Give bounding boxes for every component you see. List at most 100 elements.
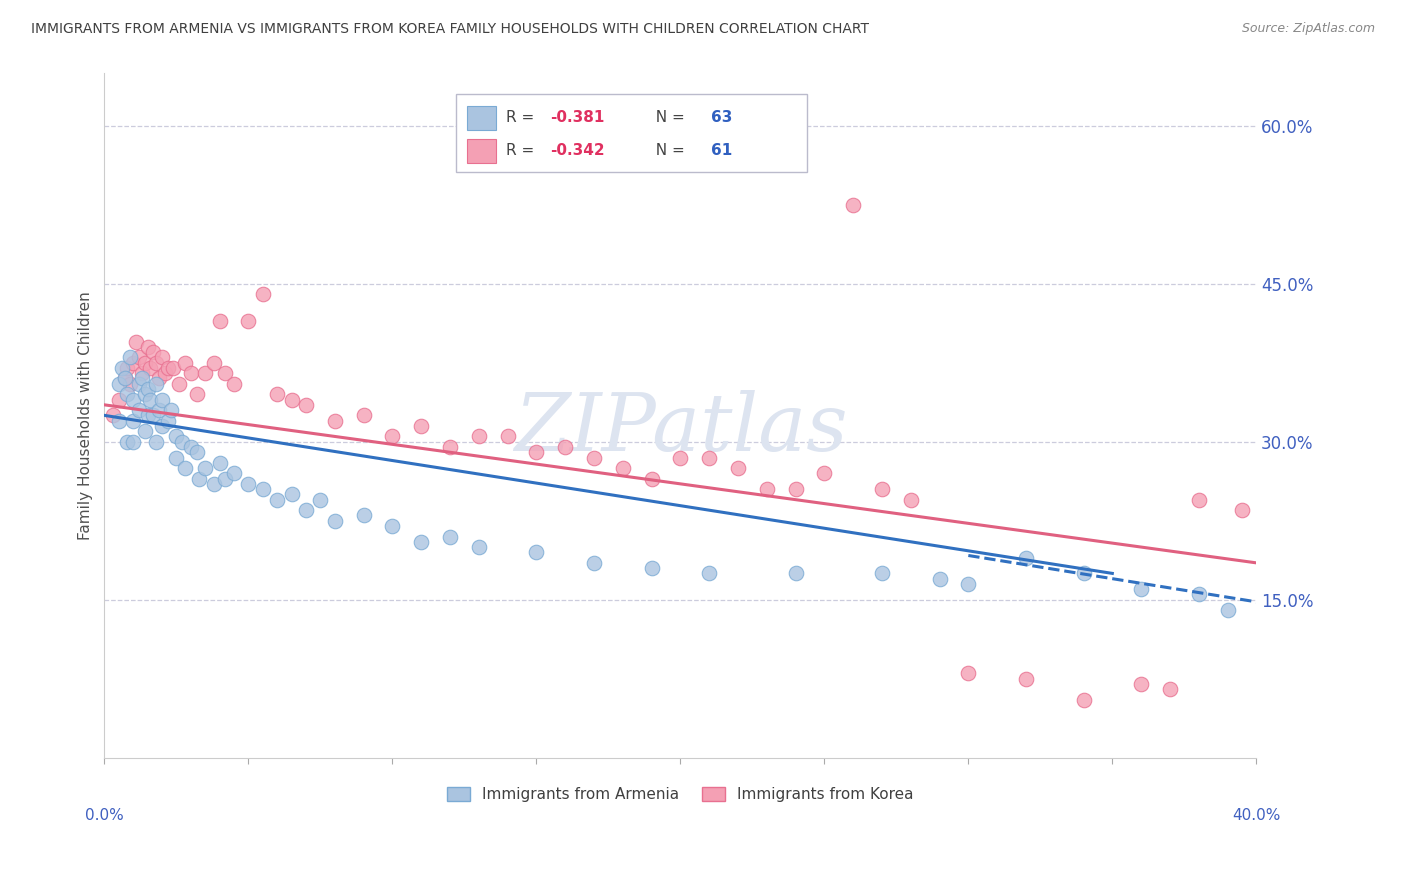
Point: [156, 361, 179, 376]
Point: [1130, 677, 1153, 691]
Point: [148, 403, 170, 417]
Point: [928, 572, 950, 586]
Point: [128, 403, 150, 417]
Point: [145, 356, 167, 370]
Point: [323, 514, 346, 528]
Point: [148, 371, 170, 385]
Point: [697, 566, 720, 581]
Point: [139, 361, 162, 376]
Point: [309, 492, 332, 507]
Point: [785, 566, 807, 581]
Point: [381, 519, 404, 533]
Point: [214, 366, 236, 380]
Point: [222, 376, 245, 391]
Text: 61: 61: [711, 143, 733, 158]
Point: [266, 492, 288, 507]
Point: [524, 545, 547, 559]
Point: [174, 356, 197, 370]
Point: [280, 392, 302, 407]
Point: [120, 376, 142, 391]
Legend: Immigrants from Armenia, Immigrants from Korea: Immigrants from Armenia, Immigrants from…: [441, 781, 920, 808]
Point: [145, 434, 167, 449]
Bar: [467, 139, 496, 162]
Point: [727, 461, 749, 475]
Point: [957, 577, 980, 591]
Point: [582, 450, 605, 465]
Point: [1015, 672, 1038, 686]
Point: [755, 482, 778, 496]
Point: [150, 351, 173, 365]
Point: [612, 461, 634, 475]
Point: [159, 403, 181, 417]
Text: Source: ZipAtlas.com: Source: ZipAtlas.com: [1241, 22, 1375, 36]
Point: [174, 461, 197, 475]
Text: 63: 63: [711, 110, 733, 125]
Text: R =: R =: [506, 110, 540, 125]
Point: [411, 418, 433, 433]
Point: [180, 366, 202, 380]
Point: [554, 440, 576, 454]
Text: ZIPatlas: ZIPatlas: [513, 391, 846, 467]
Point: [813, 467, 835, 481]
Point: [1188, 587, 1211, 601]
Point: [295, 398, 318, 412]
Point: [117, 434, 139, 449]
Point: [202, 476, 225, 491]
Point: [120, 351, 142, 365]
Text: R =: R =: [506, 143, 540, 158]
Point: [186, 445, 208, 459]
Point: [150, 392, 173, 407]
Point: [468, 540, 491, 554]
Point: [139, 392, 162, 407]
Point: [1130, 582, 1153, 597]
Point: [162, 361, 184, 376]
Point: [1216, 603, 1239, 617]
Point: [188, 472, 211, 486]
Point: [870, 482, 893, 496]
Point: [117, 361, 139, 376]
Point: [142, 409, 165, 423]
Point: [117, 387, 139, 401]
Point: [122, 414, 145, 428]
Point: [122, 356, 145, 370]
Point: [439, 440, 461, 454]
Point: [131, 371, 153, 385]
Point: [411, 534, 433, 549]
Point: [524, 445, 547, 459]
Point: [252, 482, 274, 496]
Point: [101, 409, 124, 423]
Point: [640, 472, 662, 486]
Text: 40.0%: 40.0%: [1232, 808, 1281, 823]
Point: [957, 666, 980, 681]
Text: -0.342: -0.342: [550, 143, 605, 158]
Point: [167, 376, 190, 391]
Text: 0.0%: 0.0%: [84, 808, 124, 823]
Point: [134, 356, 156, 370]
Point: [134, 387, 156, 401]
Point: [107, 414, 129, 428]
Point: [582, 556, 605, 570]
Point: [900, 492, 922, 507]
Point: [1015, 550, 1038, 565]
Point: [114, 371, 136, 385]
Point: [172, 434, 194, 449]
Point: [150, 418, 173, 433]
Point: [114, 371, 136, 385]
Point: [381, 429, 404, 443]
Point: [266, 387, 288, 401]
Point: [496, 429, 519, 443]
Point: [222, 467, 245, 481]
Point: [1188, 492, 1211, 507]
Point: [353, 508, 375, 523]
Point: [1159, 682, 1181, 697]
Point: [111, 361, 134, 376]
Bar: [467, 106, 496, 130]
Point: [640, 561, 662, 575]
Point: [785, 482, 807, 496]
Text: -0.381: -0.381: [550, 110, 605, 125]
Point: [1073, 693, 1095, 707]
Point: [1073, 566, 1095, 581]
Point: [252, 287, 274, 301]
Point: [842, 197, 865, 211]
Point: [280, 487, 302, 501]
